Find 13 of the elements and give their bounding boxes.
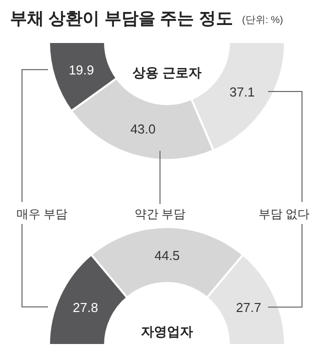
slice-label: 매우 부담 <box>16 207 68 221</box>
text: (단위: %) <box>242 15 284 26</box>
data-label: 37.1 <box>229 84 255 100</box>
data-label: 27.8 <box>72 300 98 315</box>
text: 자영업자 <box>141 324 193 339</box>
slice-label: 약간 부담 <box>134 207 186 221</box>
slice-label: 부담 없다 <box>258 207 310 221</box>
text: 부채 상환이 부담을 주는 정도 <box>10 9 233 28</box>
text: 상용 근로자 <box>132 65 202 80</box>
data-label: 44.5 <box>154 248 180 263</box>
data-label: 19.9 <box>68 62 94 78</box>
data-label: 27.7 <box>236 300 262 316</box>
data-label: 43.0 <box>130 122 156 137</box>
